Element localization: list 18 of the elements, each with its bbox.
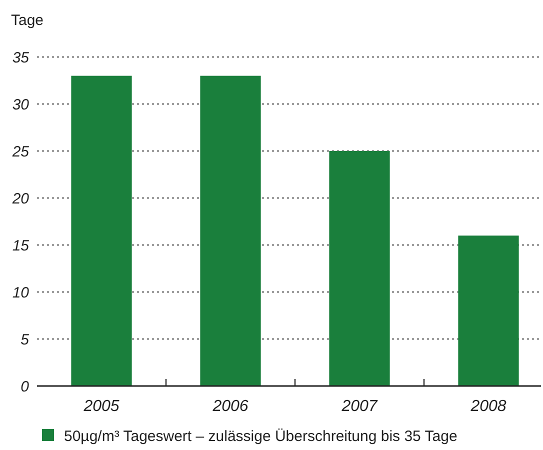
y-tick-label: 0 bbox=[20, 378, 30, 396]
y-axis-title: Tage bbox=[11, 12, 44, 29]
y-tick-label: 35 bbox=[12, 49, 30, 66]
y-tick-label: 5 bbox=[20, 331, 30, 348]
bar bbox=[71, 76, 132, 386]
y-tick-label: 20 bbox=[11, 190, 30, 208]
y-tick-label: 15 bbox=[12, 237, 30, 254]
x-tick-label: 2007 bbox=[340, 398, 378, 415]
bar bbox=[200, 76, 261, 386]
x-tick-label: 2006 bbox=[212, 398, 248, 415]
bar bbox=[458, 236, 519, 386]
bar bbox=[329, 151, 390, 386]
y-tick-label: 30 bbox=[12, 96, 30, 114]
y-tick-label: 10 bbox=[12, 284, 30, 302]
x-tick-label: 2005 bbox=[82, 398, 120, 415]
x-tick-label: 2008 bbox=[470, 398, 506, 415]
legend-label: 50µg/m³ Tageswert – zulässige Überschreitung bis 35 Tage bbox=[64, 428, 458, 445]
y-tick-label: 25 bbox=[11, 143, 30, 160]
